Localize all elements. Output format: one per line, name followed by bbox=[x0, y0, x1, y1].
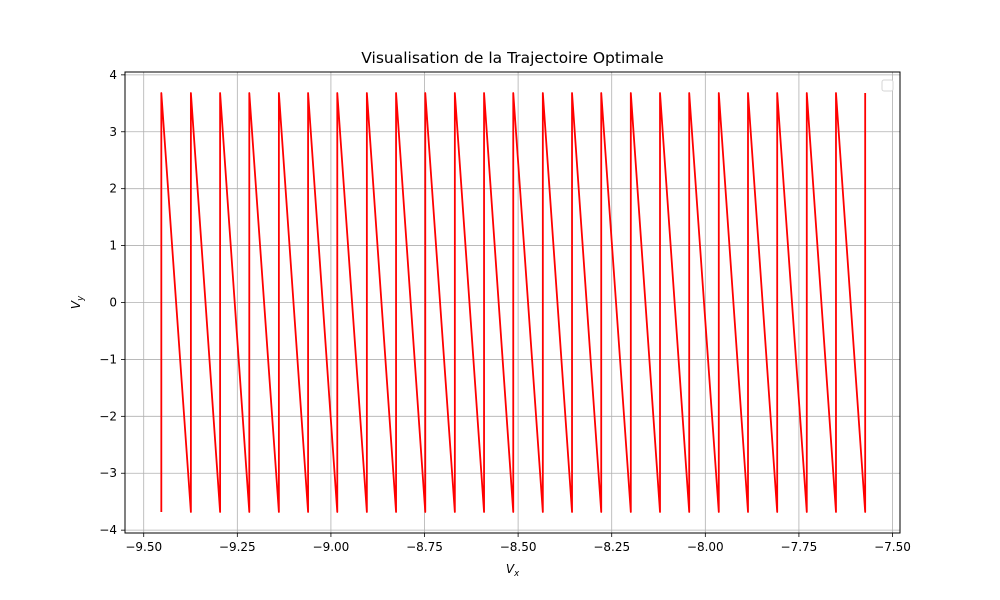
y-tick-label: 2 bbox=[109, 182, 117, 196]
y-tick-label: −3 bbox=[99, 466, 117, 480]
y-axis-label-sub: y bbox=[76, 295, 86, 302]
y-tick-label: −2 bbox=[99, 409, 117, 423]
x-tick-label: −7.75 bbox=[781, 540, 818, 554]
y-axis-label-main: V bbox=[69, 300, 83, 309]
y-tick-label: 1 bbox=[109, 239, 117, 253]
chart-title: Visualisation de la Trajectoire Optimale bbox=[361, 49, 663, 67]
x-tick-label: −7.50 bbox=[874, 540, 911, 554]
x-axis-label: Vx bbox=[506, 562, 520, 579]
y-tick-label: −4 bbox=[99, 523, 117, 537]
x-tick-label: −8.00 bbox=[687, 540, 724, 554]
legend-box bbox=[881, 79, 894, 92]
y-tick-label: 3 bbox=[109, 125, 117, 139]
y-tick-label: 0 bbox=[109, 296, 117, 310]
x-tick-label: −9.25 bbox=[219, 540, 256, 554]
x-axis-label-main: V bbox=[506, 562, 515, 576]
x-tick-label: −9.50 bbox=[125, 540, 162, 554]
y-axis: −4 −3 −2 −1 0 1 2 3 4 bbox=[99, 68, 125, 537]
series-line bbox=[160, 92, 867, 513]
x-tick-label: −9.00 bbox=[313, 540, 350, 554]
x-tick-label: −8.50 bbox=[500, 540, 537, 554]
x-axis-label-sub: x bbox=[513, 569, 520, 579]
x-tick-label: −8.75 bbox=[406, 540, 443, 554]
y-axis-label: Vy bbox=[69, 295, 86, 309]
y-tick-label: 4 bbox=[109, 68, 117, 82]
y-tick-label: −1 bbox=[99, 352, 117, 366]
x-axis: −9.50 −9.25 −9.00 −8.75 −8.50 −8.25 −8.00 −7.75… bbox=[125, 533, 911, 554]
x-tick-label: −8.25 bbox=[593, 540, 630, 554]
series-layer bbox=[160, 92, 867, 513]
